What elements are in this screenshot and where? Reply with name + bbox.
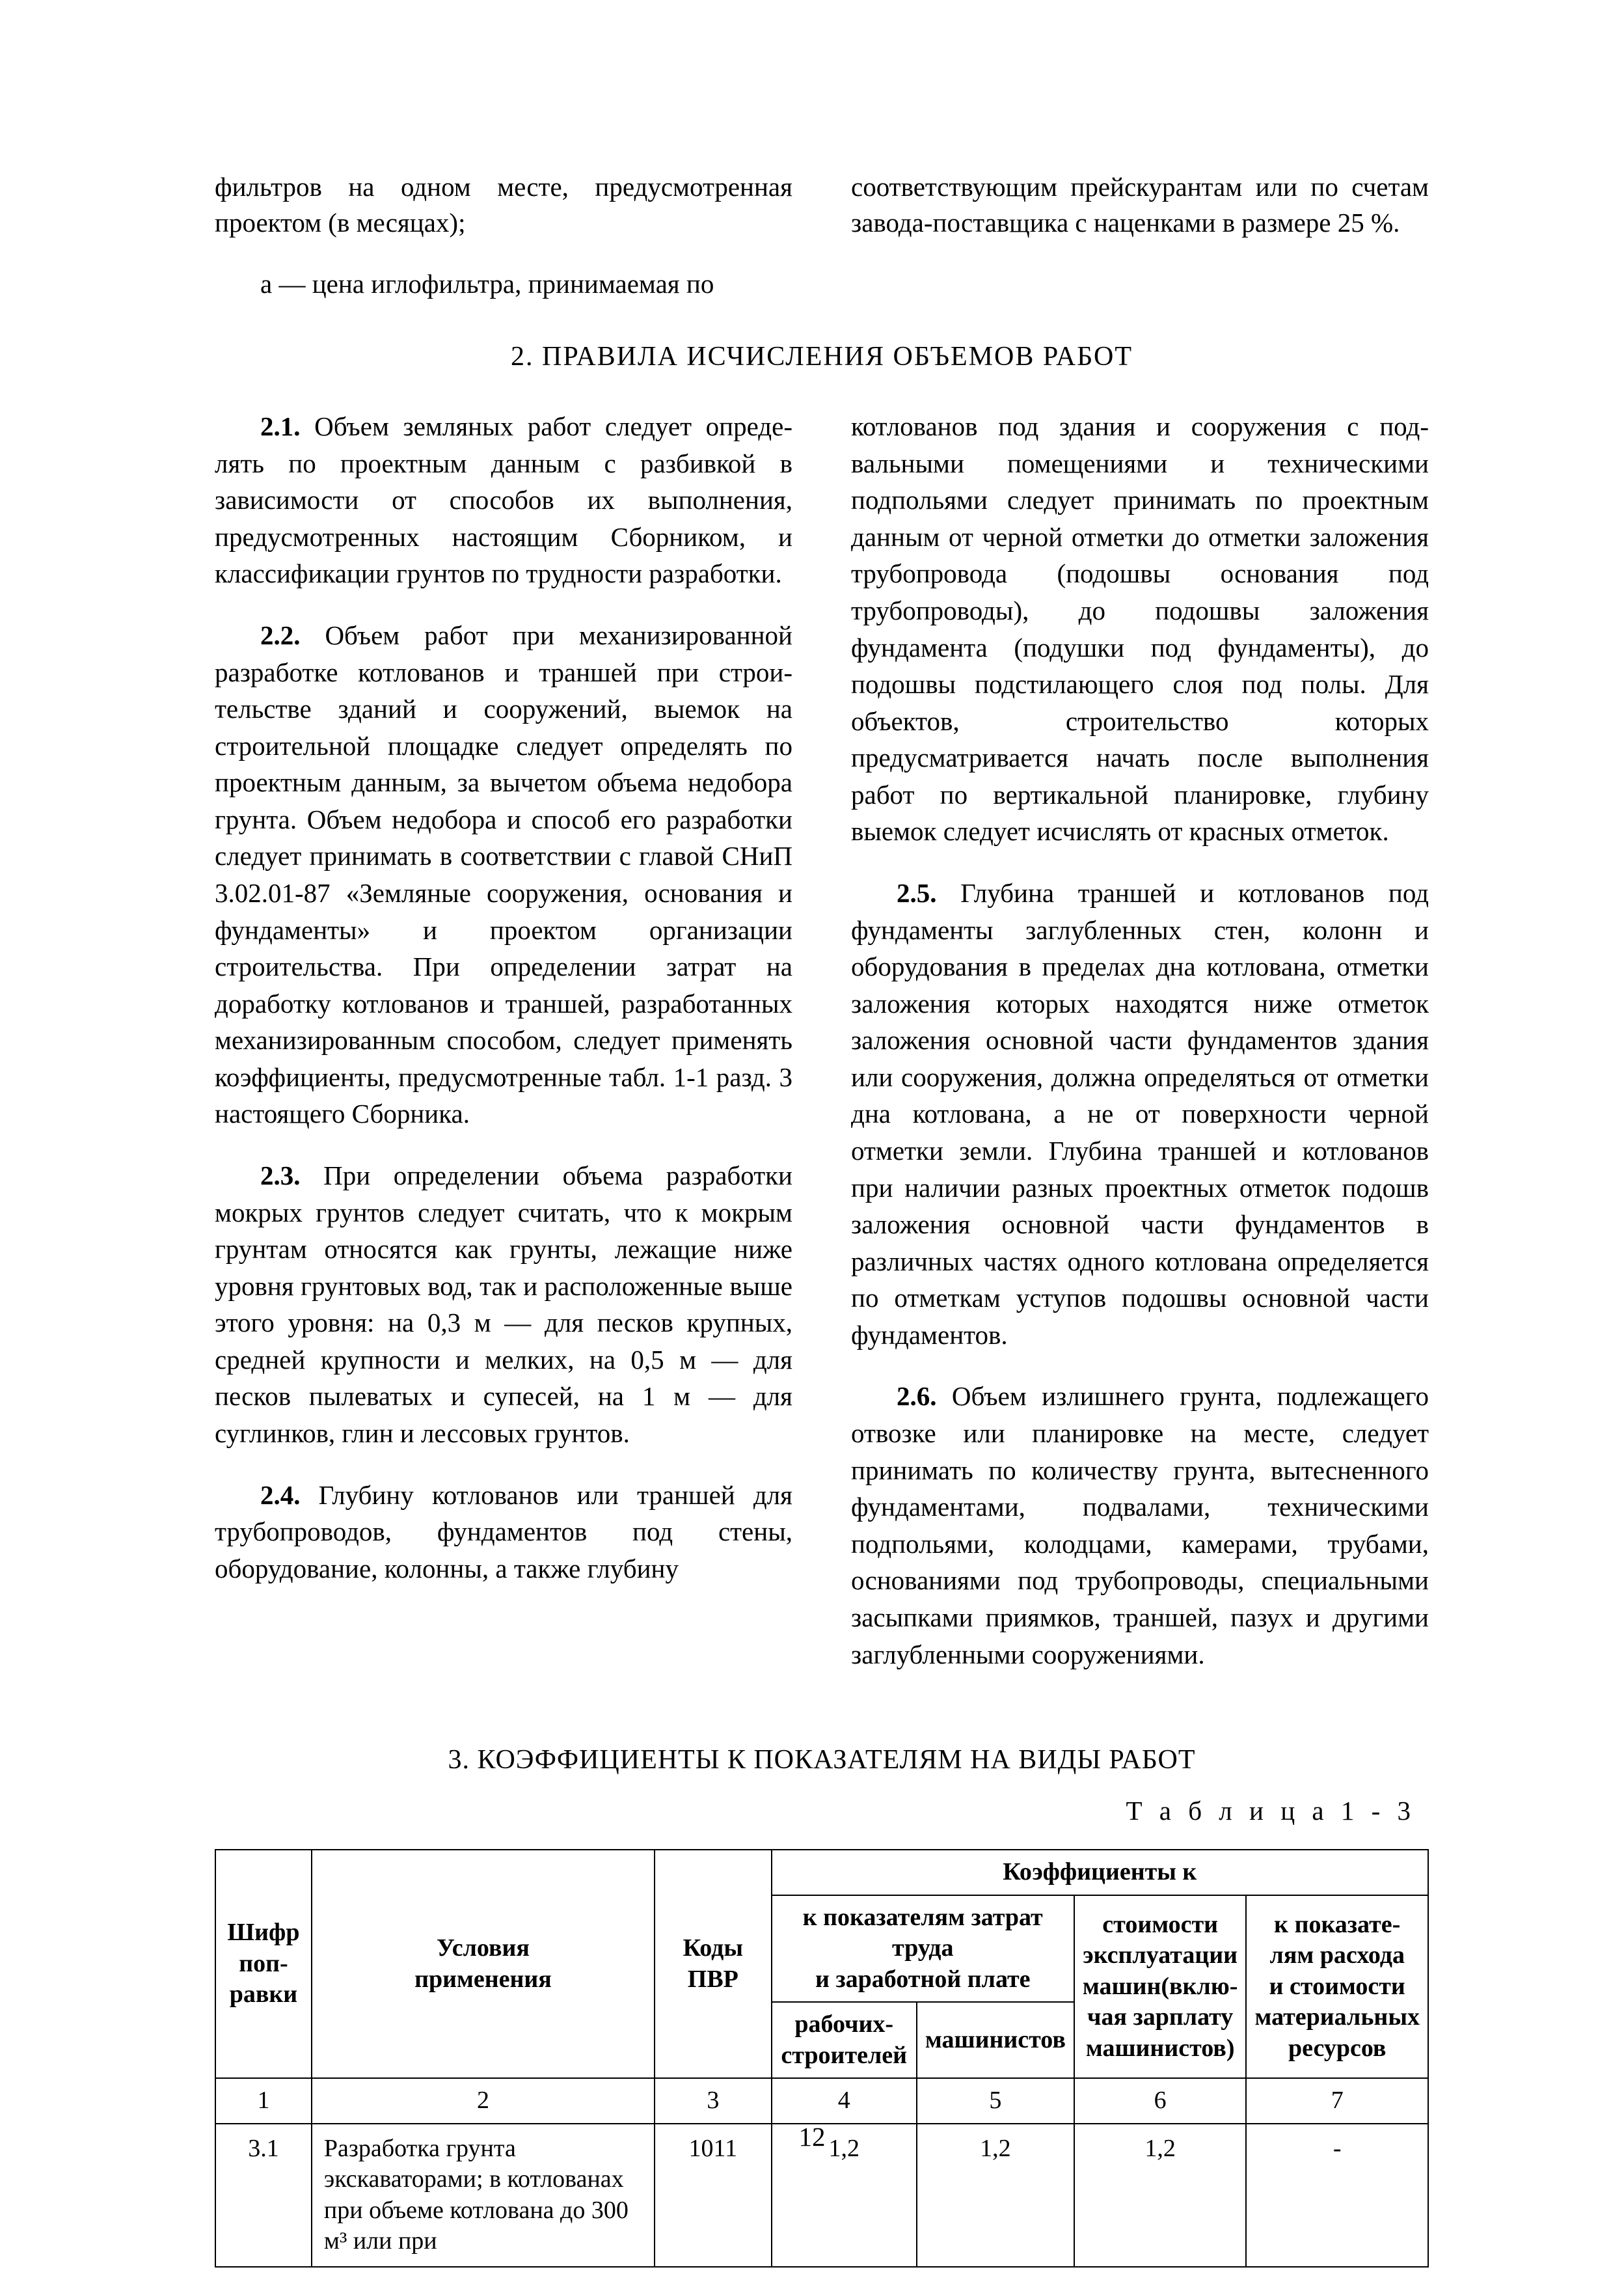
th-rab-l2: строителей (781, 2042, 907, 2069)
page-number: 12 (0, 2121, 1624, 2152)
th-sm-l3: машин(вклю- (1083, 1973, 1238, 2000)
paragraph-2-4-right: котлованов под здания и сооружения с под… (851, 408, 1429, 850)
para-num-2-1: 2.1. (260, 411, 301, 441)
paragraph-2-4-left: 2.4. Глубину котлованов или траншей для … (215, 1477, 792, 1587)
table-colnum-row: 1 2 3 4 5 6 7 (215, 2078, 1428, 2124)
section-3-heading: 3. КОЭФФИЦИЕНТЫ К ПОКАЗАТЕЛЯМ НА ВИДЫ РА… (215, 1744, 1429, 1775)
para-num-2-4: 2.4. (260, 1480, 301, 1510)
paragraph-2-2: 2.2. Объем работ при механизированной ра… (215, 617, 792, 1132)
colnum-7: 7 (1246, 2078, 1428, 2124)
th-zatrat-truda: к показателям затрат труда и заработной … (772, 1895, 1074, 2003)
th-shifr: Шифр поп- равки (215, 1850, 312, 2078)
th-shifr-l2: поп- (239, 1950, 288, 1977)
th-mashinistov: машинистов (917, 2002, 1074, 2078)
th-sm-l2: эксплуатации (1083, 1941, 1238, 1969)
intro-left-column: фильтров на одном месте, предусмотренная… (215, 169, 792, 302)
th-usloviya: Условия применения (312, 1850, 655, 2078)
th-mat-l2: лям расхода (1270, 1941, 1405, 1969)
th-usloviya-l2: применения (414, 1966, 552, 1993)
para-text-2-3: При определении объема разработки мокрых… (215, 1160, 792, 1448)
th-zt-l2: и заработной плате (815, 1966, 1031, 1993)
paragraph-2-3: 2.3. При определении объема разработки м… (215, 1157, 792, 1452)
paragraph-2-6: 2.6. Объем излишнего грунта, подлежащего… (851, 1378, 1429, 1673)
th-kody-pvr: Коды ПВР (655, 1850, 772, 2078)
th-sm-l4: чая зарплату (1087, 2003, 1233, 2031)
th-coeff-group: Коэффициенты к (772, 1850, 1428, 1895)
colnum-5: 5 (917, 2078, 1074, 2124)
section-2-left-column: 2.1. Объем земляных работ следует опреде… (215, 408, 792, 1673)
section-2-right-column: котлованов под здания и сооружения с под… (851, 408, 1429, 1673)
th-shifr-l3: равки (230, 1981, 297, 2008)
para-num-2-5: 2.5. (897, 878, 937, 908)
colnum-1: 1 (215, 2078, 312, 2124)
th-sm-l5: машинистов) (1086, 2035, 1235, 2062)
intro-right-column: соответствующим прейскурантам или по сче… (851, 169, 1429, 302)
para-text-2-1: Объем земляных работ следует опреде­лять… (215, 411, 792, 588)
th-rabochih: рабочих- строителей (772, 2002, 917, 2078)
intro-right-text: соответствующим прейскурантам или по сче… (851, 169, 1429, 241)
th-zt-l1: к показателям затрат труда (803, 1904, 1043, 1962)
th-sm-l1: стоимости (1102, 1911, 1218, 1938)
th-stoimosti-mashin: стоимости эксплуатации машин(вклю- чая з… (1074, 1895, 1247, 2079)
th-material: к показате- лям расхода и стоимости мате… (1246, 1895, 1428, 2079)
th-mat-l3: и стоимости (1269, 1973, 1405, 2000)
colnum-3: 3 (655, 2078, 772, 2124)
intro-columns: фильтров на одном месте, предусмотренная… (215, 169, 1429, 302)
th-mat-l5: ресурсов (1288, 2035, 1386, 2062)
section-2-columns: 2.1. Объем земляных работ следует опреде… (215, 408, 1429, 1673)
paragraph-2-1: 2.1. Объем земляных работ следует опреде… (215, 408, 792, 592)
intro-left-line2: а — цена иглофильтра, принимаемая по (215, 266, 792, 302)
para-num-2-3: 2.3. (260, 1160, 301, 1190)
th-usloviya-l1: Условия (437, 1934, 530, 1962)
colnum-4: 4 (772, 2078, 917, 2124)
th-shifr-l1: Шифр (227, 1919, 299, 1946)
section-2-heading: 2. ПРАВИЛА ИСЧИСЛЕНИЯ ОБЪЕМОВ РАБОТ (215, 341, 1429, 372)
table-header-row-1: Шифр поп- равки Условия применения Коды … (215, 1850, 1428, 1895)
colnum-2: 2 (312, 2078, 655, 2124)
table-1-3: Шифр поп- равки Условия применения Коды … (215, 1849, 1429, 2268)
th-mat-l1: к показате- (1274, 1911, 1400, 1938)
colnum-6: 6 (1074, 2078, 1247, 2124)
paragraph-2-5: 2.5. Глубина траншей и котлованов под фу… (851, 875, 1429, 1354)
page: фильтров на одном месте, предусмотренная… (0, 0, 1624, 2289)
para-text-2-2: Объем работ при механизированной разрабо… (215, 620, 792, 1129)
para-text-2-4-left: Глубину котлованов или траншей для трубо… (215, 1480, 792, 1583)
para-text-2-6: Объем излишнего грунта, подлежащего отво… (851, 1381, 1429, 1669)
table-1-3-label: Т а б л и ц а 1 - 3 (215, 1795, 1416, 1826)
th-mat-l4: материальных (1254, 2003, 1420, 2031)
intro-left-line1: фильтров на одном месте, предусмотренная… (215, 169, 792, 241)
para-num-2-6: 2.6. (897, 1381, 937, 1411)
para-text-2-5: Глубина траншей и котлованов под фундаме… (851, 878, 1429, 1350)
th-rab-l1: рабочих- (794, 2010, 893, 2038)
para-num-2-2: 2.2. (260, 620, 301, 650)
